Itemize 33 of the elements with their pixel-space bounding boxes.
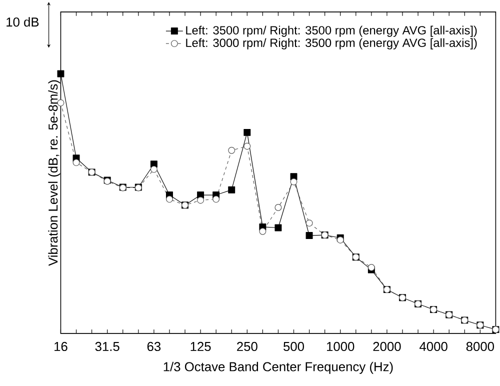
x-tick-label: 4000 (420, 342, 448, 351)
point (290, 178, 298, 186)
point (72, 158, 80, 166)
point (274, 224, 282, 232)
point (244, 128, 251, 136)
point (150, 166, 158, 173)
point (228, 146, 236, 154)
x-tick-label: 125 (190, 342, 211, 351)
text: 10 dB (6, 17, 39, 27)
point (306, 219, 313, 226)
x-axis-title: 1/3 Octave Band Center Frequency (Hz) (164, 362, 393, 374)
x-tick-label: 63 (147, 342, 161, 351)
legend-label: Left: 3500 rpm/ Right: 3500 rpm (energy AVG [all-axis]) (186, 26, 477, 37)
point (166, 196, 173, 203)
point (244, 142, 251, 150)
x-tick-label: 31.5 (95, 342, 120, 351)
x-tick-label: 1000 (326, 342, 354, 351)
x-tick-label: 500 (284, 342, 304, 351)
legend-label: Left: 3000 rpm/ Right: 3500 rpm (energy AVG [all-axis]) (186, 38, 477, 50)
point (197, 196, 204, 204)
x-tick-label: 16 (54, 342, 68, 351)
point (259, 228, 266, 235)
y-axis-title: Vibration Level (dB, re. 5e-8m/s) (48, 80, 60, 266)
point (212, 196, 220, 203)
x-tick-label: 8000 (466, 342, 494, 351)
x-tick-label: 2000 (373, 342, 401, 351)
point (57, 70, 64, 78)
point (274, 204, 282, 211)
point (228, 186, 236, 194)
point (306, 232, 313, 239)
point (290, 173, 298, 180)
point (368, 264, 375, 271)
x-tick-label: 250 (237, 342, 258, 351)
